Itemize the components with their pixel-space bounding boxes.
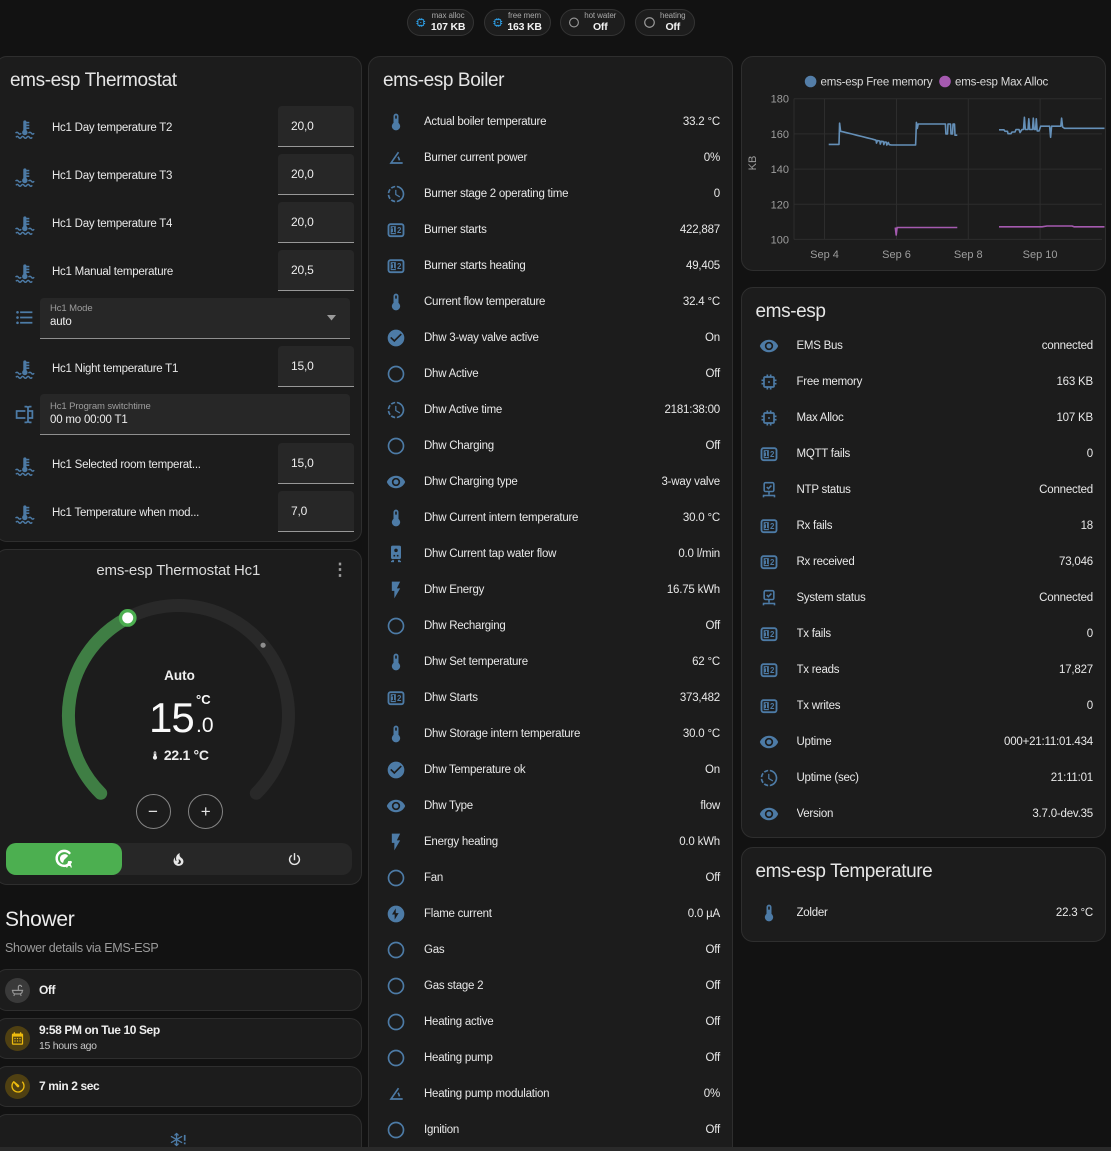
svg-text:2: 2: [769, 522, 774, 531]
svg-text:140: 140: [770, 164, 788, 176]
svg-text:1: 1: [764, 702, 769, 711]
svg-text:2: 2: [769, 450, 774, 459]
svg-text:1: 1: [764, 630, 769, 639]
svg-text:1: 1: [764, 558, 769, 567]
svg-text:1: 1: [764, 666, 769, 675]
svg-text:2: 2: [769, 666, 774, 675]
svg-text:A: A: [66, 859, 73, 869]
svg-text:Sep 4: Sep 4: [810, 249, 839, 261]
svg-text:1: 1: [391, 226, 396, 235]
svg-text:1: 1: [391, 262, 396, 271]
svg-text:160: 160: [770, 129, 788, 141]
svg-text:KB: KB: [747, 156, 759, 171]
svg-text:Sep 10: Sep 10: [1022, 249, 1057, 261]
svg-text:180: 180: [770, 94, 788, 106]
svg-text:Sep 8: Sep 8: [953, 249, 982, 261]
svg-text:2: 2: [769, 630, 774, 639]
svg-text:2: 2: [397, 262, 402, 271]
svg-text:1: 1: [391, 694, 396, 703]
svg-text:2: 2: [397, 694, 402, 703]
svg-text:1: 1: [764, 450, 769, 459]
svg-text:1: 1: [764, 522, 769, 531]
svg-text:2: 2: [769, 558, 774, 567]
svg-text:ems-esp Max Alloc: ems-esp Max Alloc: [955, 77, 1049, 89]
svg-text:Sep 6: Sep 6: [882, 249, 911, 261]
svg-text:120: 120: [770, 199, 788, 211]
svg-text:100: 100: [770, 234, 788, 246]
svg-text:2: 2: [397, 226, 402, 235]
svg-text:2: 2: [769, 702, 774, 711]
svg-text:ems-esp Free memory: ems-esp Free memory: [820, 77, 932, 89]
